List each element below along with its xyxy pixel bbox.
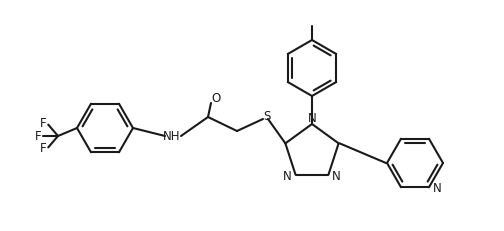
Text: N: N [432,182,442,195]
Text: F: F [40,142,46,155]
Text: NH: NH [163,130,181,143]
Text: N: N [307,112,317,125]
Text: N: N [332,170,341,183]
Text: F: F [40,117,46,130]
Text: O: O [211,91,221,104]
Text: S: S [263,110,271,124]
Text: N: N [283,170,292,183]
Text: F: F [35,130,41,143]
